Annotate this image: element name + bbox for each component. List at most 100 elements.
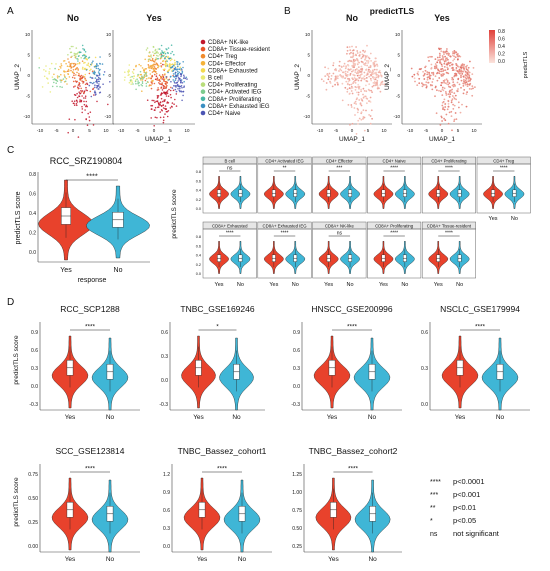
umap-point: [373, 60, 376, 63]
umap-point: [124, 71, 126, 73]
umap-point: [450, 110, 453, 113]
umap-point: [428, 73, 431, 75]
umap-point: [69, 65, 72, 68]
umap-point: [426, 76, 429, 79]
umap-point: [434, 75, 437, 78]
umap-point: [453, 55, 455, 58]
umap-point: [463, 78, 465, 81]
umap-point: [464, 70, 467, 73]
umap-point: [430, 67, 433, 70]
umap-point: [162, 121, 165, 124]
panelD-plot-2-violin-yes: [313, 335, 351, 409]
facet-y-tick-1: 0.8: [196, 235, 201, 239]
umap-point: [156, 77, 159, 80]
umap-point: [460, 74, 462, 77]
umap-point: [152, 67, 154, 70]
umap-point: [358, 85, 360, 88]
umap-point: [162, 100, 164, 103]
facet-row2-1-frame: [257, 228, 312, 279]
umap-point: [443, 87, 446, 90]
umap-point: [85, 118, 87, 121]
umap-point: [58, 75, 60, 78]
umap-point: [463, 63, 466, 66]
umap-point: [443, 108, 446, 111]
umap-point: [373, 78, 376, 81]
umap-point: [151, 83, 153, 85]
umap-point: [344, 72, 347, 75]
facet-row1-1-strip-label: CD4+ Activated IEG: [265, 158, 304, 163]
panelB-yes-ylabel: UMAP_2: [384, 64, 391, 90]
umap-point: [164, 63, 166, 66]
umap-point: [144, 79, 147, 82]
umap-point: [370, 79, 373, 82]
umap-point: [151, 66, 153, 68]
umap-point: [344, 67, 347, 70]
umap-point: [357, 79, 360, 82]
umap-point: [362, 54, 365, 57]
umap-point: [472, 87, 474, 90]
umap-point: [102, 73, 105, 76]
umap-point: [81, 68, 84, 70]
umap-point: [155, 75, 158, 77]
umap-point: [131, 71, 134, 73]
umap-point: [167, 79, 170, 81]
umap-point: [73, 62, 75, 65]
umap-point: [455, 67, 458, 69]
umap-point: [76, 66, 78, 69]
umap-point: [76, 80, 78, 83]
umap-point: [67, 68, 70, 71]
umap-point: [359, 76, 362, 79]
panelD-plot-3-violin-no: [481, 337, 519, 411]
umap-point: [138, 84, 140, 87]
umap-point: [155, 62, 158, 64]
umap-point: [447, 105, 450, 108]
umap-point: [360, 60, 363, 63]
panelB-no-y-tick: 5: [307, 53, 310, 58]
umap-point: [362, 77, 364, 79]
umap-point: [164, 91, 167, 94]
panelD-plot-4-y-tick: 0.50: [28, 496, 38, 502]
umap-point: [445, 113, 448, 116]
umap-point: [56, 75, 59, 77]
panelA-yes-x-tick: -5: [135, 128, 139, 133]
umap-point: [448, 111, 451, 114]
facet-row2-0-sig-sym: ****: [226, 231, 234, 237]
umap-point: [145, 49, 148, 51]
umap-point: [155, 58, 158, 60]
umap-point: [354, 114, 356, 116]
umap-point: [128, 69, 130, 71]
umap-point: [471, 94, 474, 97]
umap-point: [97, 76, 100, 79]
umap-point: [172, 68, 174, 70]
umap-point: [87, 57, 90, 59]
umap-point: [350, 51, 352, 54]
umap-point: [472, 67, 475, 69]
legend-label-6: CD4+ Proliferating: [208, 83, 257, 89]
umap-point: [466, 71, 469, 74]
umap-point: [464, 74, 467, 77]
panelA-no-y-tick: -10: [23, 114, 30, 119]
umap-point: [461, 73, 464, 75]
umap-point: [466, 64, 468, 67]
umap-point: [168, 57, 171, 60]
panelA-yes-x-tick: -10: [118, 128, 125, 133]
facet-xtick: No: [401, 282, 408, 288]
umap-point: [154, 71, 157, 73]
umap-point: [59, 79, 61, 81]
umap-point: [438, 56, 441, 59]
umap-point: [365, 80, 368, 82]
umap-point: [173, 103, 175, 105]
umap-point: [427, 56, 430, 59]
umap-point: [162, 116, 165, 118]
umap-point: [350, 60, 352, 63]
umap-point: [357, 93, 360, 96]
umap-point: [186, 78, 188, 80]
umap-point: [455, 98, 457, 101]
umap-point: [83, 75, 85, 78]
umap-point: [447, 122, 450, 125]
umap-point: [160, 94, 162, 96]
umap-point: [173, 80, 175, 83]
panelC-facet-ylabel: predictTLS score: [171, 189, 178, 239]
umap-point: [367, 62, 369, 64]
umap-point: [351, 92, 354, 95]
